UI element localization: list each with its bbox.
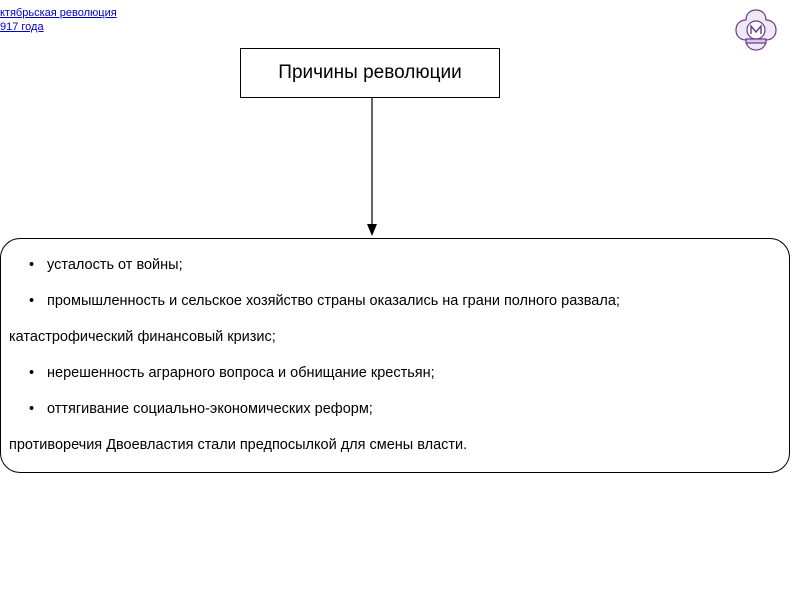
arrow-down [365, 98, 375, 236]
reason-item: •усталость от войны; [9, 257, 781, 273]
reason-text: оттягивание социально-экономических рефо… [47, 401, 373, 417]
logo-emblem [732, 6, 780, 54]
bullet-icon: • [29, 293, 47, 309]
reason-text: промышленность и сельское хозяйство стра… [47, 293, 620, 309]
title-text: Причины революции [278, 62, 461, 84]
reason-item: •нерешенность аграрного вопроса и обнища… [9, 365, 781, 381]
reason-item: •оттягивание социально-экономических реф… [9, 401, 781, 417]
title-box: Причины революции [240, 48, 500, 98]
bullet-icon: • [29, 365, 47, 381]
reason-item: противоречия Двоевластия стали предпосыл… [9, 437, 781, 453]
bullet-icon: • [29, 401, 47, 417]
reason-item: катастрофический финансовый кризис; [9, 329, 781, 345]
header-link-line2: 917 года [0, 21, 44, 33]
header-link-line1: ктябрьская революция [0, 7, 117, 19]
header-link[interactable]: ктябрьская революция 917 года [0, 6, 117, 35]
reasons-box: •усталость от войны; •промышленность и с… [0, 238, 790, 473]
reason-text: противоречия Двоевластия стали предпосыл… [9, 437, 467, 453]
reason-item: •промышленность и сельское хозяйство стр… [9, 293, 781, 309]
bullet-icon: • [29, 257, 47, 273]
reason-text: усталость от войны; [47, 257, 183, 273]
reason-text: нерешенность аграрного вопроса и обнищан… [47, 365, 435, 381]
reason-text: катастрофический финансовый кризис; [9, 329, 276, 345]
